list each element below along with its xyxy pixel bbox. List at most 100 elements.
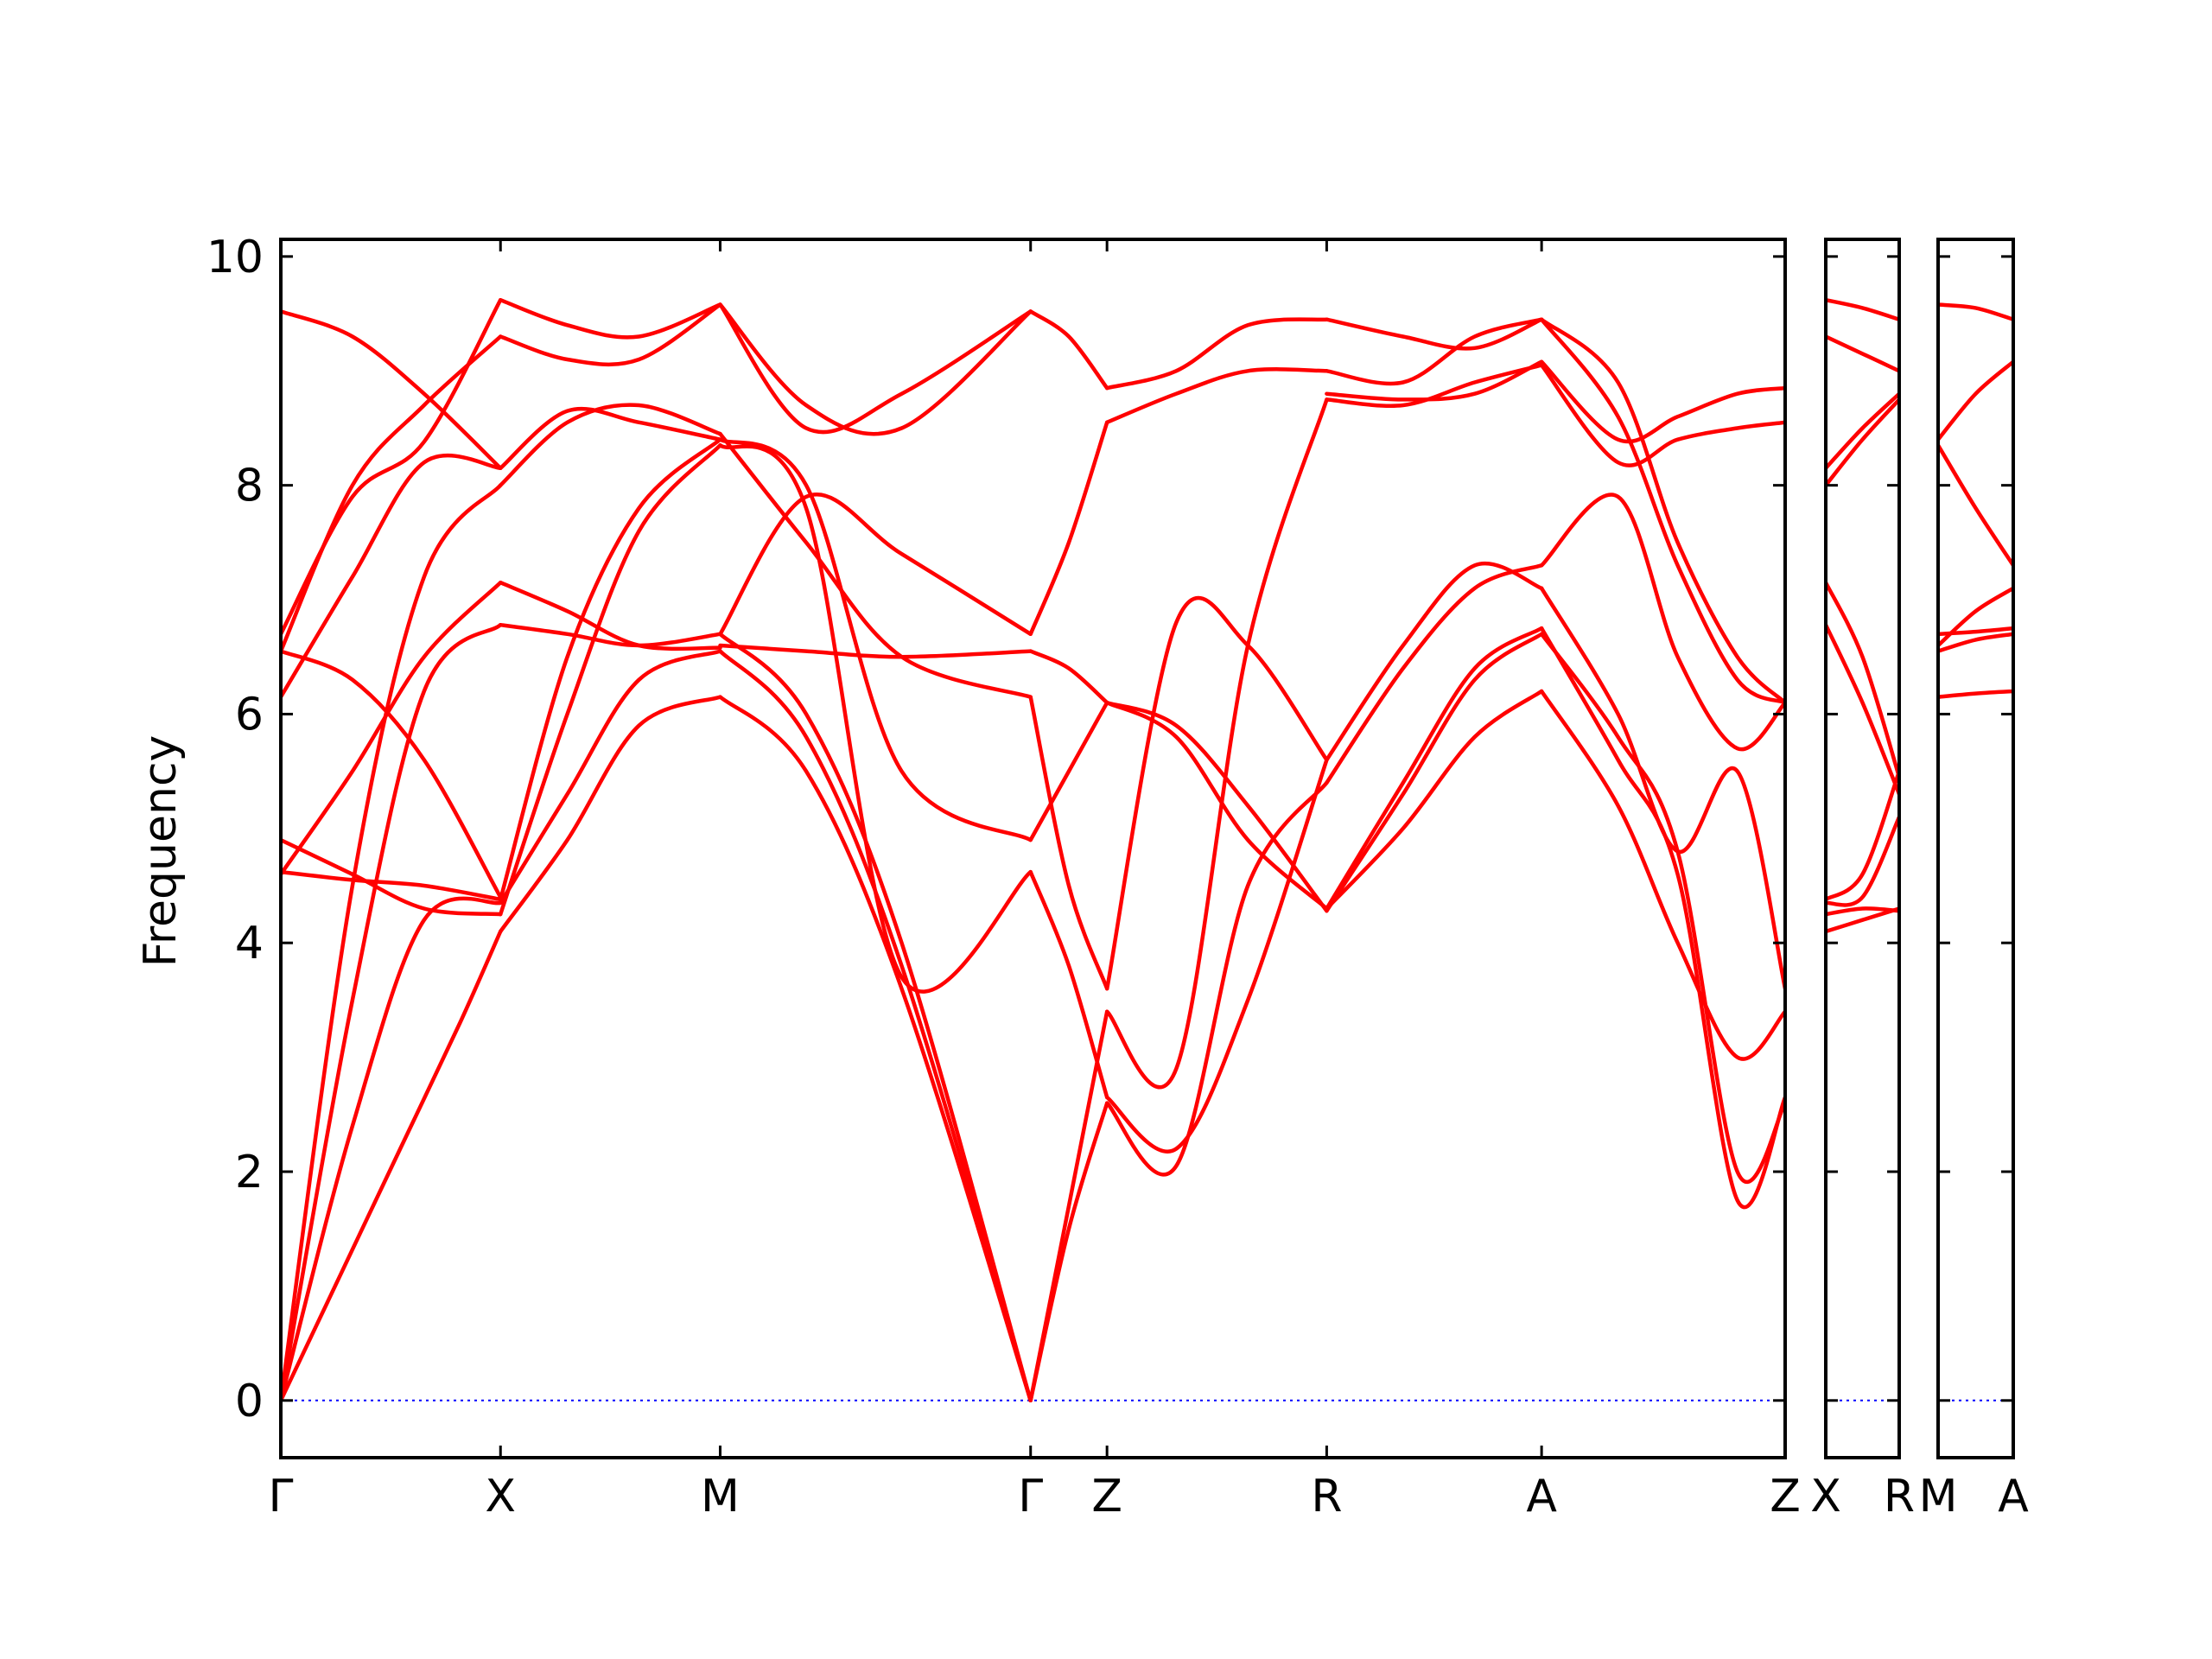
band-line	[498, 649, 722, 906]
band-line	[1539, 689, 1785, 1061]
plot-frame	[279, 238, 1787, 1459]
band-line	[1826, 906, 1899, 917]
band-line	[1104, 595, 1329, 991]
band-line	[1826, 580, 1899, 779]
y-tick-label: 10	[207, 232, 264, 283]
band-line	[281, 580, 503, 877]
band-lines	[1826, 297, 1899, 934]
band-line	[1325, 359, 1544, 402]
band-line	[498, 443, 722, 917]
band-line	[1938, 443, 2013, 568]
band-line	[1325, 689, 1544, 911]
x-tick-label: M	[701, 1471, 740, 1522]
band-line	[281, 483, 503, 1403]
band-line	[1104, 317, 1329, 391]
band-line	[1028, 700, 1109, 842]
band-line	[1938, 689, 2013, 699]
band-line	[1539, 493, 1785, 752]
band-line	[1938, 302, 2013, 321]
x-tick-label: Z	[1091, 1471, 1122, 1522]
band-line	[718, 302, 1033, 435]
x-tick-label: A	[1526, 1471, 1557, 1522]
band-line	[1826, 815, 1899, 907]
band-line	[1826, 334, 1899, 373]
band-line	[718, 302, 1033, 436]
band-line	[1325, 317, 1544, 351]
y-axis-label: Frequency	[135, 735, 187, 968]
band-line	[498, 622, 722, 648]
band-line	[1539, 317, 1785, 705]
band-line	[1539, 632, 1785, 1184]
band-line	[1104, 758, 1329, 1154]
band-line	[1325, 632, 1544, 913]
band-line	[1104, 700, 1329, 911]
band-line	[1325, 562, 1544, 762]
x-tick-label: R	[1884, 1471, 1915, 1522]
band-line	[1028, 309, 1109, 391]
band-line	[1325, 363, 1544, 408]
band-line	[1826, 769, 1899, 902]
y-tick-label: 4	[235, 918, 264, 969]
band-line	[1028, 695, 1109, 991]
band-line	[718, 493, 1033, 637]
band-line	[281, 334, 503, 653]
band-line	[718, 632, 1033, 1403]
band-line	[1539, 363, 1785, 467]
band-line	[1104, 367, 1329, 425]
band-line	[281, 309, 503, 471]
y-tick-label: 8	[235, 461, 264, 512]
band-line	[281, 297, 503, 637]
band-line	[1325, 563, 1544, 785]
band-line	[1104, 397, 1329, 1090]
y-tick-label: 0	[235, 1376, 264, 1427]
band-line	[1028, 649, 1109, 705]
x-tick-label: R	[1311, 1471, 1342, 1522]
band-line	[1028, 1101, 1109, 1403]
band-line	[718, 443, 1033, 994]
band-line	[281, 869, 503, 902]
band-line	[718, 643, 1033, 659]
band-line	[498, 406, 722, 471]
x-tick-label: Γ	[1018, 1471, 1043, 1522]
band-line	[1104, 700, 1329, 913]
x-tick-label: Z	[1770, 1471, 1801, 1522]
band-line	[498, 403, 722, 487]
band-line	[498, 437, 722, 902]
band-lines	[1938, 302, 2013, 699]
y-tick-label: 6	[235, 689, 264, 741]
plot-frame	[1936, 238, 2015, 1459]
band-line	[1826, 622, 1899, 797]
band-line	[1104, 780, 1329, 1177]
band-line	[1938, 586, 2013, 648]
x-tick-label: A	[1998, 1471, 2029, 1522]
x-tick-label: X	[485, 1471, 516, 1522]
x-tick-label: X	[1810, 1471, 1841, 1522]
band-line	[281, 896, 503, 1403]
band-line	[498, 297, 722, 340]
band-line	[281, 622, 503, 1403]
plot-frame	[1824, 238, 1901, 1459]
band-line	[1028, 869, 1109, 1100]
y-tick-label: 2	[235, 1147, 264, 1198]
band-line	[718, 431, 1033, 699]
x-tick-label: M	[1919, 1471, 1958, 1522]
band-line	[1539, 359, 1785, 444]
band-line	[1539, 626, 1785, 1210]
band-line	[1826, 397, 1899, 487]
band-line	[1028, 1009, 1109, 1403]
band-line	[718, 437, 1033, 842]
band-line	[1826, 391, 1899, 471]
band-line	[281, 453, 503, 699]
band-line	[718, 695, 1033, 1403]
band-line	[1539, 317, 1785, 705]
band-line	[1938, 632, 2013, 653]
band-line	[498, 302, 722, 367]
band-lines	[281, 297, 1785, 1403]
band-line	[1028, 420, 1109, 637]
band-line	[1938, 626, 2013, 637]
